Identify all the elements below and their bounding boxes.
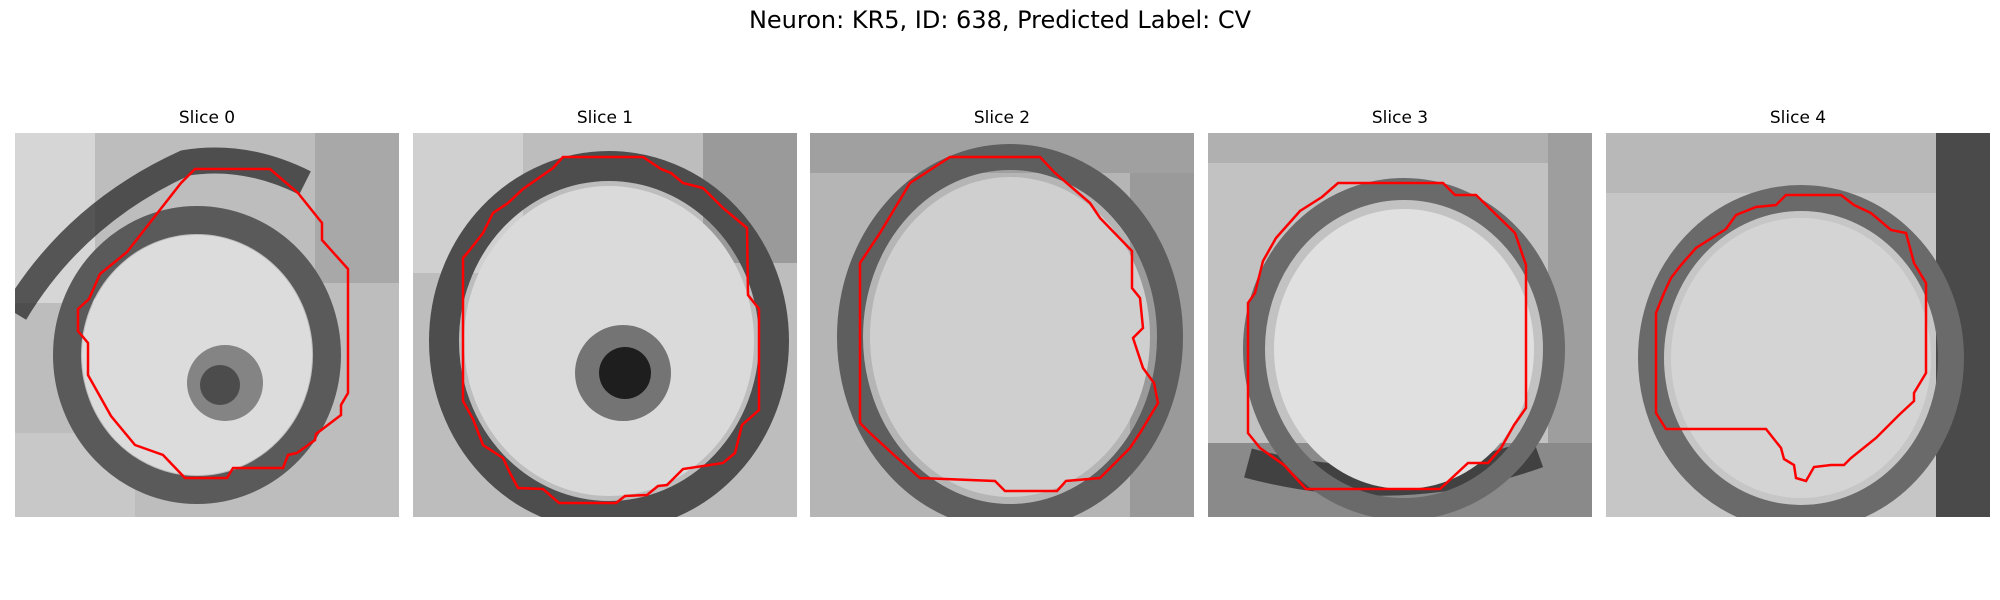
slice-2-image — [810, 133, 1194, 517]
slice-1-title: Slice 1 — [576, 108, 634, 128]
figure-title: Neuron: KR5, ID: 638, Predicted Label: C… — [748, 6, 1252, 34]
slice-3-contour — [1246, 181, 1528, 491]
slice-0-contour — [76, 167, 350, 480]
slice-4-contour — [1654, 193, 1928, 483]
slice-0-title: Slice 0 — [178, 108, 236, 128]
slice-1-image — [413, 133, 797, 517]
slice-3-title: Slice 3 — [1371, 108, 1429, 128]
slice-1-contour — [461, 155, 761, 505]
slice-2-contour — [858, 155, 1160, 493]
slice-4-image — [1606, 133, 1990, 517]
slice-3-image — [1208, 133, 1592, 517]
slice-2-title: Slice 2 — [973, 108, 1031, 128]
slice-0-image — [15, 133, 399, 517]
slice-4-title: Slice 4 — [1769, 108, 1827, 128]
